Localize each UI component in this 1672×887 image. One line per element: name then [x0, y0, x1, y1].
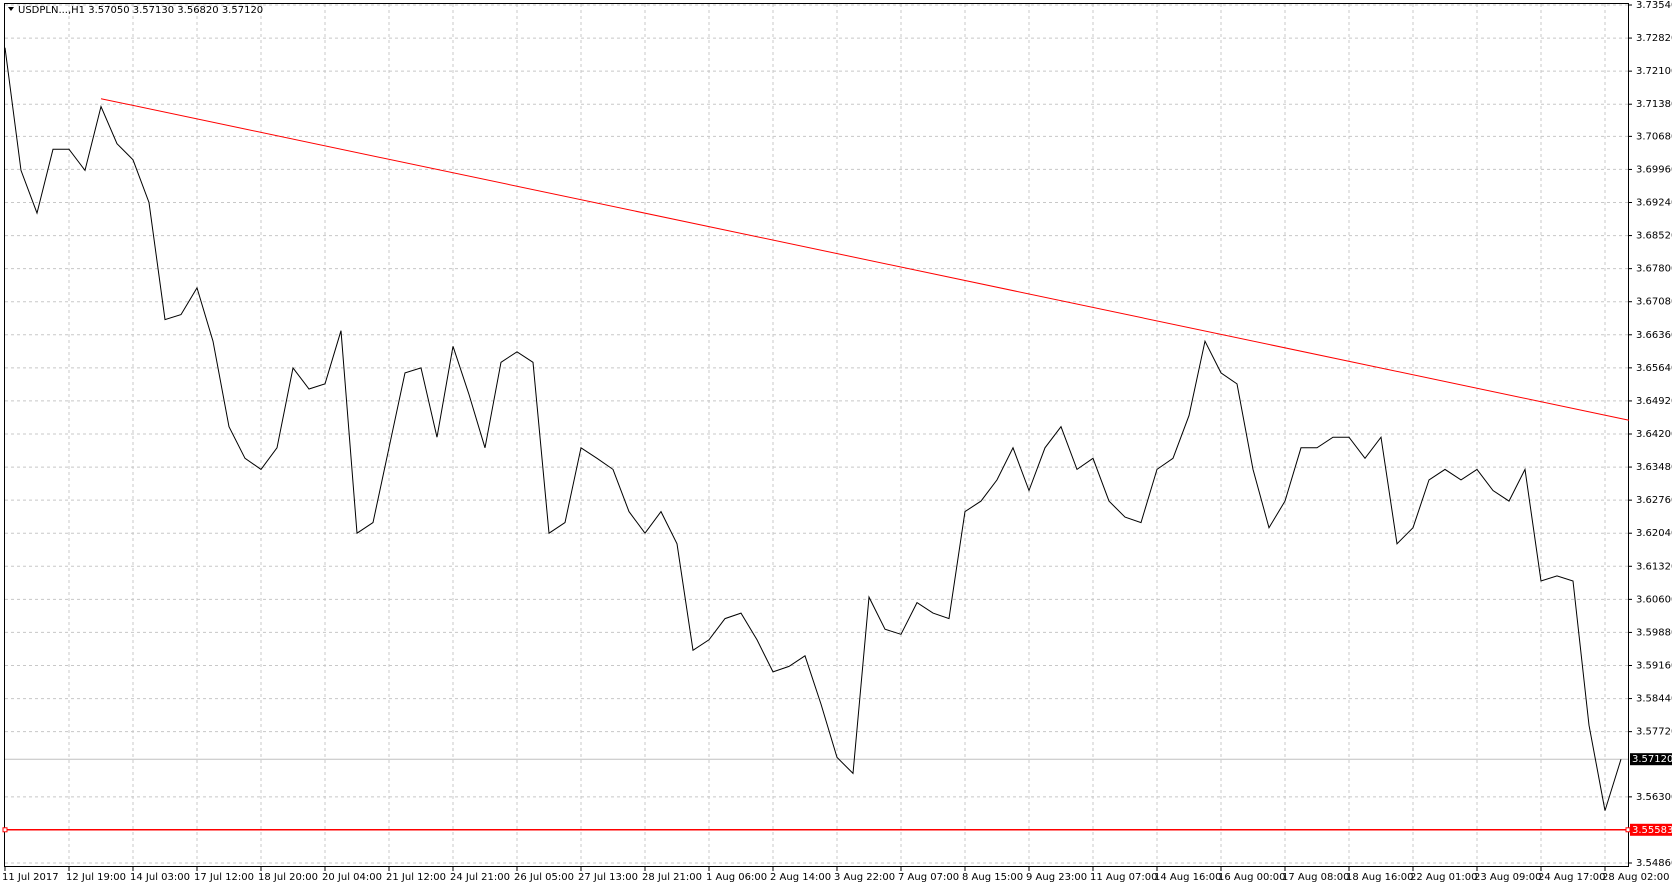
y-tick-label: 3.73540	[1636, 0, 1672, 11]
x-tick-label: 7 Aug 07:00	[898, 872, 959, 883]
y-tick-label: 3.62040	[1636, 528, 1672, 539]
y-tick-label: 3.54860	[1636, 858, 1672, 869]
x-tick-label: 21 Jul 12:00	[386, 872, 446, 883]
y-tick-label: 3.72100	[1636, 66, 1672, 77]
x-tick-label: 12 Jul 19:00	[66, 872, 126, 883]
price-line	[4, 47, 1622, 811]
level-label: 3.55583	[1632, 825, 1672, 836]
y-tick-label: 3.66360	[1636, 330, 1672, 341]
y-tick-label: 3.72820	[1636, 33, 1672, 44]
last-price-box	[1630, 753, 1672, 766]
x-tick-label: 27 Jul 13:00	[578, 872, 638, 883]
y-tick-label: 3.63480	[1636, 462, 1672, 473]
y-tick-label: 3.59880	[1636, 627, 1672, 638]
x-tick-label: 16 Aug 00:00	[1218, 872, 1285, 883]
x-tick-label: 24 Jul 21:00	[450, 872, 510, 883]
level-handle	[2, 827, 8, 833]
trend-line	[100, 98, 1630, 421]
x-tick-label: 18 Aug 16:00	[1346, 872, 1413, 883]
x-tick-label: 1 Aug 06:00	[706, 872, 767, 883]
x-tick-label: 3 Aug 22:00	[834, 872, 895, 883]
x-tick-label: 2 Aug 14:00	[770, 872, 831, 883]
x-tick-label: 11 Jul 2017	[2, 872, 59, 883]
x-tick-label: 26 Jul 05:00	[514, 872, 574, 883]
y-tick-label: 3.60600	[1636, 594, 1672, 605]
last-price-label: 3.57120	[1632, 754, 1672, 765]
x-tick-label: 28 Aug 02:00	[1602, 872, 1669, 883]
y-tick-label: 3.65640	[1636, 363, 1672, 374]
x-tick-label: 8 Aug 15:00	[962, 872, 1023, 883]
x-tick-label: 28 Jul 21:00	[642, 872, 702, 883]
y-tick-label: 3.61320	[1636, 561, 1672, 572]
y-tick-label: 3.71380	[1636, 99, 1672, 110]
menu-arrow[interactable]	[8, 7, 14, 11]
y-tick-label: 3.67800	[1636, 264, 1672, 275]
y-tick-label: 3.64200	[1636, 429, 1672, 440]
y-tick-label: 3.67080	[1636, 297, 1672, 308]
y-tick-label: 3.59160	[1636, 660, 1672, 671]
y-tick-label: 3.64920	[1636, 396, 1672, 407]
x-tick-label: 17 Jul 12:00	[194, 872, 254, 883]
level-label-box	[1630, 823, 1672, 836]
plot-frame	[4, 3, 1629, 867]
x-tick-label: 23 Aug 09:00	[1474, 872, 1541, 883]
x-tick-label: 9 Aug 23:00	[1026, 872, 1087, 883]
y-tick-label: 3.70680	[1636, 131, 1672, 142]
y-tick-label: 3.56300	[1636, 792, 1672, 803]
x-tick-label: 14 Aug 16:00	[1154, 872, 1221, 883]
x-tick-label: 11 Aug 07:00	[1090, 872, 1157, 883]
header: USDPLN...,H1 3.57050 3.57130 3.56820 3.5…	[18, 5, 263, 16]
y-tick-label: 3.68520	[1636, 231, 1672, 242]
y-tick-label: 3.57720	[1636, 727, 1672, 738]
x-tick-label: 18 Jul 20:00	[258, 872, 318, 883]
y-tick-label: 3.69240	[1636, 198, 1672, 209]
x-tick-label: 22 Aug 01:00	[1410, 872, 1477, 883]
x-tick-label: 14 Jul 03:00	[130, 872, 190, 883]
y-tick-label: 3.58440	[1636, 694, 1672, 705]
y-tick-label: 3.62760	[1636, 495, 1672, 506]
x-tick-label: 24 Aug 17:00	[1538, 872, 1605, 883]
x-tick-label: 17 Aug 08:00	[1282, 872, 1349, 883]
level-handle	[1625, 827, 1631, 833]
x-tick-label: 20 Jul 04:00	[322, 872, 382, 883]
y-tick-label: 3.69960	[1636, 164, 1672, 175]
